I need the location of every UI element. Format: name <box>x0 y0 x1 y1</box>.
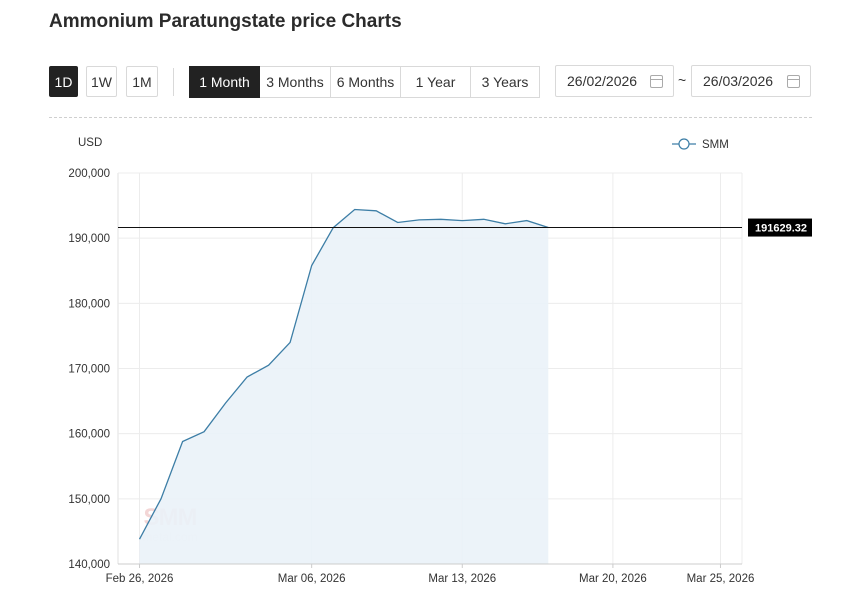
quick-button-1w[interactable]: 1W <box>86 66 117 97</box>
start-date-input[interactable]: 26/02/2026 <box>555 65 674 97</box>
end-date-value: 26/03/2026 <box>703 73 774 89</box>
x-tick-label: Mar 13, 2026 <box>428 573 496 585</box>
range-button-1-year[interactable]: 1 Year <box>401 66 471 98</box>
current-price-label: 191629.32 <box>755 223 807 235</box>
start-date-value: 26/02/2026 <box>567 73 638 89</box>
calendar-icon[interactable] <box>650 75 663 88</box>
quick-button-1m[interactable]: 1M <box>126 66 158 97</box>
range-button-3-months[interactable]: 3 Months <box>260 66 331 98</box>
legend-circle-marker <box>678 138 690 150</box>
series-area-smm <box>139 209 549 564</box>
y-axis: 140,000 150,000 160,000 170,000 180,000 190,0… <box>68 168 110 571</box>
y-tick-label: 170,000 <box>68 364 110 376</box>
section-divider <box>49 117 812 118</box>
toolbar-divider <box>173 68 174 96</box>
x-tick-label: Mar 20, 2026 <box>579 573 647 585</box>
x-tick-label: Mar 25, 2026 <box>687 573 755 585</box>
y-tick-label: 160,000 <box>68 429 110 441</box>
range-button-1-month[interactable]: 1 Month <box>189 66 260 98</box>
y-tick-label: 140,000 <box>68 559 110 571</box>
x-tick-label: Mar 06, 2026 <box>278 573 346 585</box>
y-axis-unit-label: USD <box>78 137 102 149</box>
y-tick-label: 200,000 <box>68 168 110 180</box>
page-title: Ammonium Paratungstate price Charts <box>49 11 402 32</box>
range-button-6-months[interactable]: 6 Months <box>331 66 401 98</box>
x-axis: Feb 26, 2026 Mar 06, 2026 Mar 13, 2026 Mar … <box>106 563 755 585</box>
series-line-smm <box>138 208 549 540</box>
range-button-3-years[interactable]: 3 Years <box>471 66 540 98</box>
current-price-badge: 191629.32 <box>748 218 812 237</box>
y-tick-label: 150,000 <box>68 494 110 506</box>
x-tick-label: Feb 26, 2026 <box>106 573 174 585</box>
quick-button-1d[interactable]: 1D <box>49 66 78 97</box>
y-tick-label: 190,000 <box>68 233 110 245</box>
end-date-input[interactable]: 26/03/2026 <box>691 65 811 97</box>
calendar-icon[interactable] <box>787 75 800 88</box>
range-selector: 1 Month 3 Months 6 Months 1 Year 3 Years <box>189 66 540 98</box>
legend[interactable]: SMM <box>672 138 729 151</box>
y-tick-label: 180,000 <box>68 298 110 310</box>
date-range-separator: ~ <box>678 72 687 88</box>
legend-label-smm: SMM <box>702 139 729 151</box>
